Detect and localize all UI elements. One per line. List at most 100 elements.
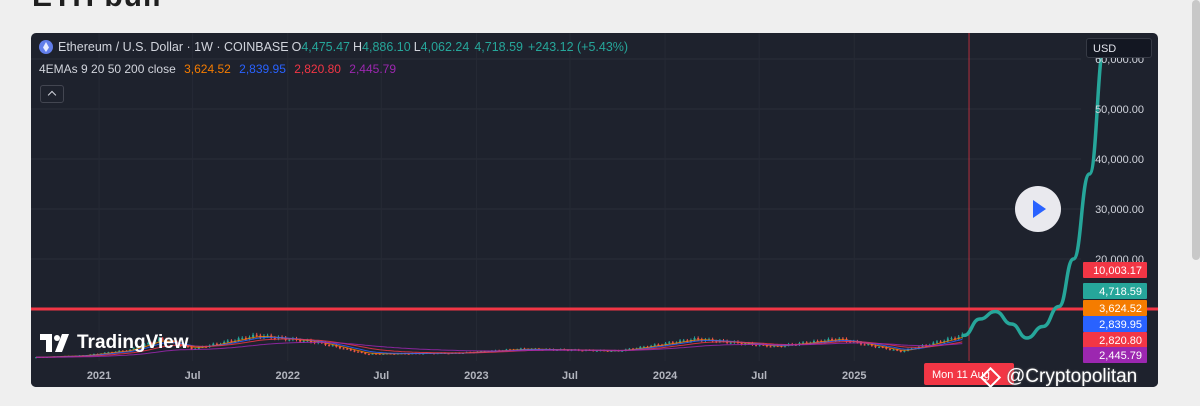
open-label: O [291,40,302,54]
candle-body [266,335,269,337]
high-value: 4,886.10 [362,40,411,54]
candle-body [371,353,374,355]
candle-body [935,341,938,343]
x-tick-label-8: 2025 [842,370,866,382]
candle-body [729,342,732,344]
candle-body [939,341,942,343]
candle-body [118,350,121,352]
candle-body [212,343,215,346]
candle-body [802,342,805,344]
cryptopolitan-icon [979,366,1002,388]
candle-body [244,337,247,339]
y-tick-label-1: 50,000.00 [1095,104,1144,116]
candle-body [367,354,370,356]
candle-body [328,344,331,346]
x-tick-label-7: Jul [751,370,767,382]
currency-button[interactable]: USD [1086,38,1152,58]
candle-body [147,342,150,345]
candle-body [136,347,139,349]
candle-body [595,350,598,352]
candle-body [870,344,873,346]
candle-body [664,343,667,346]
price-label-1: 4,718.59 [1099,286,1142,298]
price-label-bg-2 [1083,300,1147,316]
candle-body [610,350,613,352]
candle-body [899,350,902,352]
candle-body [255,334,258,336]
candle-body [252,334,255,338]
play-icon[interactable] [1015,186,1061,232]
collapse-legend-button[interactable] [40,85,64,103]
candle-body [150,342,153,344]
candle-body [812,340,815,343]
ema-legend[interactable]: 4EMAs 9 20 50 200 close 3,624.52 2,839.9… [39,62,401,76]
watermark: @Cryptopolitan [979,366,1137,388]
tradingview-logo: TradingView [40,332,189,354]
candle-body [237,338,240,341]
candle-body [957,336,960,339]
candle-body [302,340,305,342]
candle-body [740,342,743,345]
projection-curve [962,42,1107,340]
x-tick-label-2: 2022 [275,370,299,382]
candle-body [863,344,866,346]
price-label-bg-4 [1083,332,1147,348]
ema-50-value: 2,820.80 [294,62,341,76]
candle-body [896,349,899,351]
candle-body [375,353,378,355]
candle-body [653,344,656,346]
high-label: H [353,40,363,54]
candle-body [107,352,110,354]
candle-body [335,345,338,347]
ema-label: 4EMAs 9 20 50 200 close [39,62,176,76]
y-tick-label-2: 40,000.00 [1095,154,1144,166]
x-tick-label-1: Jul [185,370,201,382]
candle-body [364,352,367,355]
candle-body [186,345,189,348]
price-label-2: 3,624.52 [1099,303,1142,315]
price-label-bg-0 [1083,262,1147,278]
candle-body [230,340,233,342]
candle-body [780,346,783,348]
candle-body [324,342,327,345]
candle-body [407,353,410,355]
candle-body [885,347,888,349]
candle-body [378,353,381,355]
candle-body [881,346,884,348]
price-label-4: 2,820.80 [1099,335,1142,347]
candle-body [139,346,142,348]
candle-body [215,343,218,345]
change-value: +243.12 (+5.43%) [528,40,629,54]
symbol-title[interactable]: Ethereum / U.S. Dollar · 1W · COINBASE [58,40,289,54]
candle-body [816,340,819,342]
low-value: 4,062.24 [420,40,470,54]
candle-body [190,347,193,350]
candle-body [827,339,830,341]
candle-body [273,337,276,339]
candle-body [831,339,834,341]
candle-body [132,347,135,350]
price-label-bg-5 [1083,347,1147,363]
x-tick-label-6: 2024 [653,370,678,382]
candle-body [946,338,949,342]
candle-body [892,349,895,351]
chart-panel[interactable]: 2021 Jul 2022 Jul 2023 Jul 2024 Jul 2025 60,000.0… [31,33,1158,387]
price-chart[interactable]: 2021 Jul 2022 Jul 2023 Jul 2024 Jul 202560,000.0… [31,33,1158,387]
ethereum-icon [39,40,53,54]
price-label-3: 2,839.95 [1099,319,1142,331]
page-scrollbar[interactable] [1192,0,1200,260]
price-label-bg-3 [1083,316,1147,332]
candle-body [349,348,352,351]
crosshair-date-bg [924,363,1015,385]
candle-body [950,338,953,340]
price-label-bg-1 [1083,283,1147,299]
candle-body [519,348,522,350]
candle-body [639,346,642,349]
candle-body [382,353,385,355]
candle-body [682,340,685,342]
candle-body [878,346,881,348]
crosshair-date-label: Mon 11 Aug [932,369,990,381]
candle-body [360,351,363,353]
candle-body [903,350,906,352]
candle-body [226,340,229,342]
